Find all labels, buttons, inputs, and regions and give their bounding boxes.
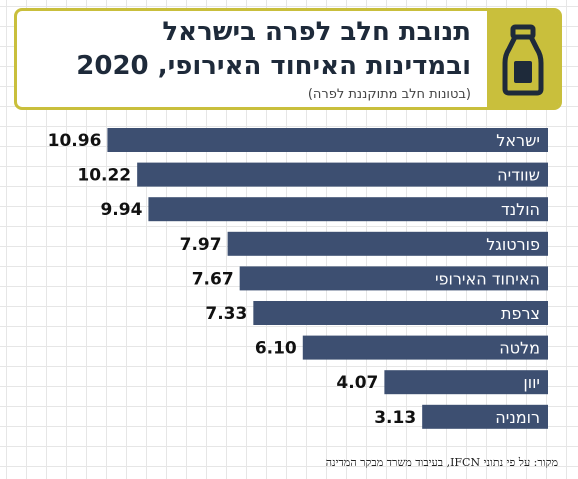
- title-icon-panel: [487, 11, 559, 107]
- value-label: 4.07: [336, 373, 378, 393]
- value-label: 7.33: [205, 304, 247, 324]
- category-label: יוון: [523, 373, 540, 392]
- value-label: 10.22: [77, 166, 131, 186]
- value-label: 10.96: [48, 131, 102, 151]
- chart-title-line-1: תנובת חלב לפרה בישראל: [162, 17, 471, 47]
- category-label: רומניה: [495, 408, 540, 427]
- bar: [239, 266, 548, 291]
- category-label: פורטוגל: [486, 235, 540, 254]
- category-label: ישראל: [496, 131, 540, 150]
- category-label: מלטה: [499, 339, 540, 358]
- chart-title-line-2: ובמדינות האיחוד האירופי, 2020: [76, 51, 471, 81]
- bar: [384, 370, 548, 395]
- value-label: 6.10: [255, 339, 297, 359]
- category-label: שוודיה: [497, 166, 540, 185]
- value-label: 3.13: [374, 408, 416, 428]
- chart-subtitle: (בטונות חלב מתוקננת לפרה): [307, 87, 471, 102]
- source-note: מקור: על פי נתוני IFCN, בעיבוד משרד מבקר…: [325, 456, 558, 469]
- bar: [253, 301, 549, 325]
- category-label: האיחוד האירופי: [435, 269, 540, 288]
- category-label: הולנד: [501, 200, 540, 219]
- value-label: 7.67: [192, 269, 234, 289]
- title-box: תנובת חלב לפרה בישראל ובמדינות האיחוד הא…: [14, 8, 562, 110]
- bar: [148, 197, 549, 222]
- bar: [227, 231, 548, 256]
- milk-bottle-icon: [502, 24, 544, 96]
- bar: [107, 128, 549, 152]
- value-label: 9.94: [100, 200, 142, 220]
- bar: [137, 162, 548, 187]
- bar: [302, 335, 548, 360]
- category-label: צרפת: [501, 304, 540, 323]
- bar: [422, 404, 548, 429]
- value-label: 7.97: [180, 235, 222, 255]
